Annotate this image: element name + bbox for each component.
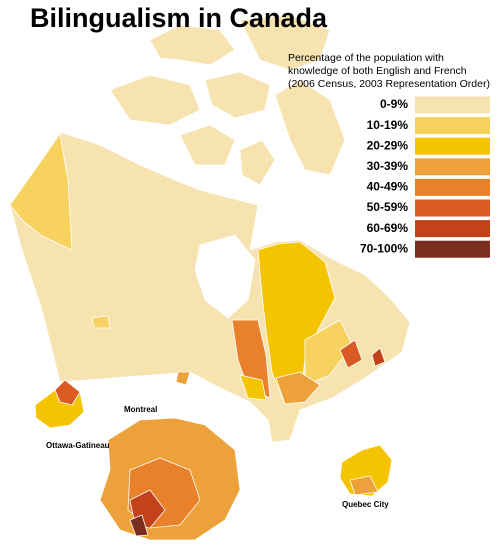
island: [149, 24, 236, 66]
island: [239, 139, 276, 186]
region: [239, 374, 267, 401]
legend-swatch: [415, 96, 490, 114]
region: [91, 315, 111, 329]
legend-label: 50-59%: [367, 200, 409, 214]
inset-shape: [349, 475, 379, 496]
legend-label: 30-39%: [367, 159, 409, 173]
legend-label: 20-29%: [367, 138, 409, 152]
legend-swatch: [415, 137, 490, 155]
island: [239, 14, 331, 71]
legend-swatch: [415, 117, 490, 135]
inset-label: Montreal: [124, 405, 157, 414]
legend-label: 10-19%: [367, 118, 409, 132]
island: [179, 124, 236, 166]
island: [109, 74, 201, 126]
inset-shape: [54, 379, 81, 406]
region: [275, 371, 321, 405]
legend-label: 70-100%: [360, 241, 408, 255]
caption-line: knowledge of both English and French: [288, 65, 467, 77]
legend-swatch: [415, 178, 490, 196]
legend-label: 60-69%: [367, 221, 409, 235]
island: [204, 71, 271, 119]
region: [175, 371, 191, 386]
region: [339, 339, 363, 369]
legend-swatch: [415, 158, 490, 176]
legend-swatch: [415, 199, 490, 217]
legend-swatch: [415, 220, 490, 238]
map-shapes: [9, 14, 411, 541]
region: [371, 347, 386, 367]
title: Bilingualism in Canada: [30, 3, 328, 33]
inset-label: Quebec City: [342, 500, 389, 509]
legend-label: 40-49%: [367, 180, 409, 194]
caption-line: (2006 Census, 2003 Representation Order): [288, 78, 490, 90]
legend-swatch: [415, 240, 490, 258]
inset-shape: [129, 514, 149, 537]
region: [231, 319, 271, 399]
hudson-bay: [194, 234, 256, 319]
island: [274, 79, 346, 176]
legend: 0-9% 10-19% 20-29% 30-39% 40-49% 50-59% 60-69%…: [360, 96, 490, 258]
legend-caption: Percentage of the population withknowled…: [288, 52, 490, 90]
legend-label: 0-9%: [380, 97, 408, 111]
inset-label: Ottawa-Gatineau: [46, 441, 110, 450]
region: [9, 133, 73, 251]
caption-line: Percentage of the population with: [288, 52, 444, 64]
